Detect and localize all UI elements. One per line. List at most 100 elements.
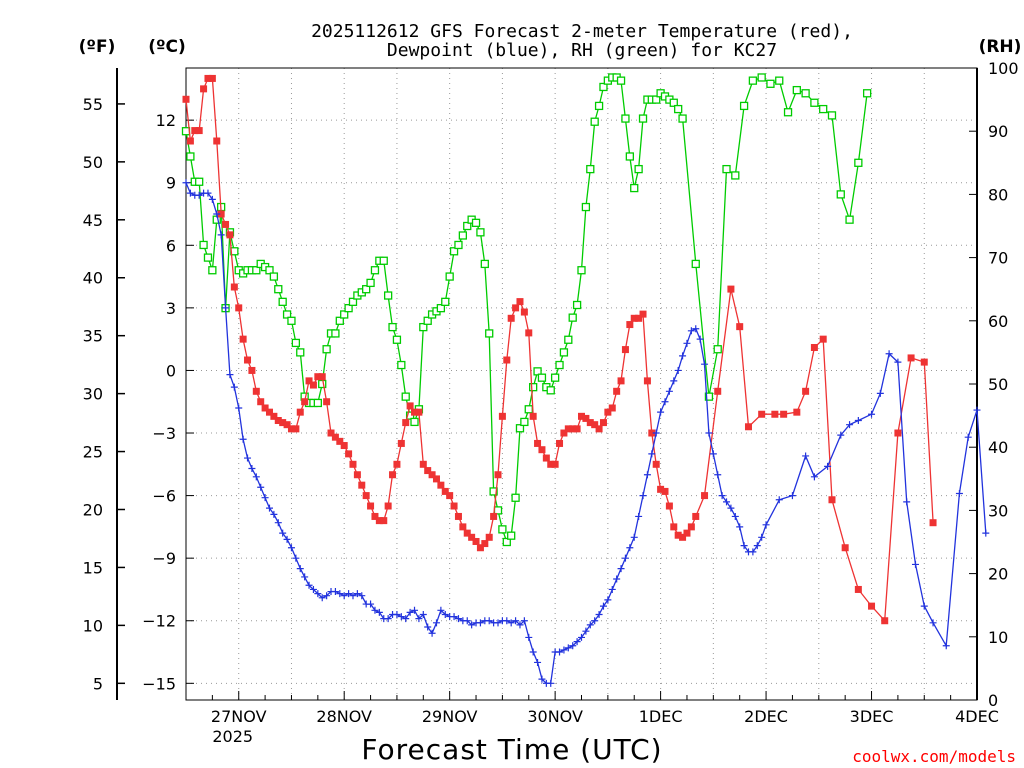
dewpoint-point xyxy=(331,588,339,596)
dewpoint-point xyxy=(512,617,520,625)
temperature-point xyxy=(674,531,682,539)
dewpoint-point xyxy=(753,542,761,550)
dewpoint-point xyxy=(617,565,625,573)
dewpoint-point xyxy=(222,304,230,312)
temperature-point xyxy=(780,410,788,418)
dewpoint-point xyxy=(516,621,524,629)
temperature-point xyxy=(301,398,309,406)
rh-point xyxy=(546,386,555,395)
temperature-point xyxy=(450,502,458,510)
temperature-point xyxy=(345,450,353,458)
rh-point xyxy=(203,253,213,262)
dewpoint-point xyxy=(564,644,572,652)
dewpoint-point xyxy=(239,435,247,443)
temperature-point xyxy=(714,387,722,395)
fahrenheit-tick-label: 45 xyxy=(83,211,103,230)
dewpoint-point xyxy=(358,592,366,600)
temperature-point xyxy=(551,460,559,468)
rh-point xyxy=(766,79,775,88)
temperature-point xyxy=(520,308,528,316)
rh-point xyxy=(458,231,468,240)
dewpoint-point xyxy=(608,585,616,593)
temperature-point xyxy=(727,285,735,293)
dewpoint-point xyxy=(837,431,845,439)
dewpoint-point xyxy=(604,596,612,604)
dewpoint-point xyxy=(973,406,981,414)
temperature-point xyxy=(296,408,304,416)
dewpoint-point xyxy=(705,429,713,437)
rh-point xyxy=(476,228,485,237)
dewpoint-point xyxy=(485,617,493,625)
dewpoint-point xyxy=(679,352,687,360)
temperature-point xyxy=(428,471,436,479)
dewpoint-point xyxy=(709,450,717,458)
dewpoint-point xyxy=(982,529,990,537)
dewpoint-point xyxy=(569,642,577,650)
fahrenheit-tick-label: 35 xyxy=(83,327,103,346)
rh-point xyxy=(674,104,683,114)
rh-point xyxy=(485,329,494,338)
rh-point xyxy=(436,304,446,313)
dewpoint-point xyxy=(226,371,234,379)
dewpoint-point xyxy=(929,619,937,627)
dewpoint-point xyxy=(323,592,331,600)
dewpoint-point xyxy=(643,471,651,479)
temperature-point xyxy=(841,544,849,552)
fahrenheit-tick-label: 15 xyxy=(83,558,103,577)
temperature-point xyxy=(287,425,295,433)
dewpoint-line xyxy=(185,182,987,684)
temperature-point xyxy=(349,460,357,468)
fahrenheit-tick-label: 5 xyxy=(93,674,103,693)
dewpoint-point xyxy=(507,619,515,627)
dewpoint-point xyxy=(683,339,691,347)
dewpoint-point xyxy=(345,590,353,598)
dewpoint-point xyxy=(195,191,203,199)
temperature-point xyxy=(639,310,647,318)
temperature-point xyxy=(929,519,937,527)
rh-point xyxy=(652,95,661,104)
temperature-point xyxy=(362,492,370,500)
rh-point xyxy=(810,98,819,107)
dewpoint-point xyxy=(599,602,607,610)
temperature-point xyxy=(556,439,564,447)
rh-point xyxy=(550,373,560,382)
rh-point xyxy=(199,240,208,250)
dewpoint-point xyxy=(749,548,757,556)
temperature-point xyxy=(279,419,287,427)
x-tick-sublabel: 2025 xyxy=(212,727,253,746)
temperature-point xyxy=(265,408,273,416)
rh-point xyxy=(493,506,503,515)
rh-point xyxy=(348,297,358,306)
temperature-point xyxy=(270,412,278,420)
temperature-point xyxy=(463,529,471,537)
temperature-point xyxy=(358,481,366,489)
dewpoint-point xyxy=(775,496,783,504)
temperature-point xyxy=(208,74,216,82)
source-credit: coolwx.com/models xyxy=(852,747,1016,766)
temperature-point xyxy=(621,346,629,354)
dewpoint-point xyxy=(723,498,731,506)
rh-point xyxy=(498,525,507,534)
x-tick-label: 3DEC xyxy=(850,707,894,726)
rh-point xyxy=(783,108,793,117)
dewpoint-point xyxy=(318,594,326,602)
rh-point xyxy=(792,85,801,95)
dewpoint-point xyxy=(309,585,317,593)
dewpoint-point xyxy=(292,554,300,562)
temperature-point xyxy=(538,446,546,454)
celsius-tick-label: −15 xyxy=(142,674,176,693)
temperature-point xyxy=(446,492,454,500)
temperature-point xyxy=(516,298,524,306)
temperature-point xyxy=(481,540,489,548)
temperature-point xyxy=(547,460,555,468)
rh-point xyxy=(537,373,547,382)
x-tick-label: 30NOV xyxy=(527,707,583,726)
dewpoint-point xyxy=(204,189,212,197)
celsius-tick-label: 0 xyxy=(166,361,176,380)
dewpoint-point xyxy=(397,613,405,621)
temperature-point xyxy=(213,137,221,145)
dewpoint-point xyxy=(736,523,744,531)
rh-point xyxy=(383,291,393,300)
rh-point xyxy=(533,367,542,376)
rh-point xyxy=(669,98,678,107)
